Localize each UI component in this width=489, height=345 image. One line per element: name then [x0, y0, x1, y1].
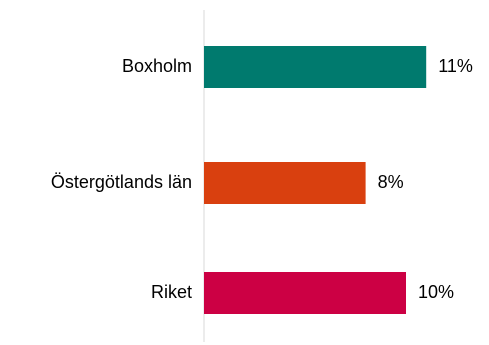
- category-label-1: Boxholm: [122, 56, 192, 76]
- category-labels-group: Boxholm Östergötlands län Riket: [51, 56, 192, 302]
- bar-2: [204, 162, 366, 204]
- category-label-3: Riket: [151, 282, 192, 302]
- bar-3: [204, 272, 406, 314]
- bar-1: [204, 46, 427, 88]
- value-label-3: 10%: [418, 282, 454, 302]
- value-label-2: 8%: [378, 172, 404, 192]
- category-label-2: Östergötlands län: [51, 172, 192, 192]
- value-labels-group: 11% 8% 10%: [378, 56, 473, 302]
- bars-group: [204, 46, 427, 314]
- value-label-1: 11%: [438, 56, 473, 76]
